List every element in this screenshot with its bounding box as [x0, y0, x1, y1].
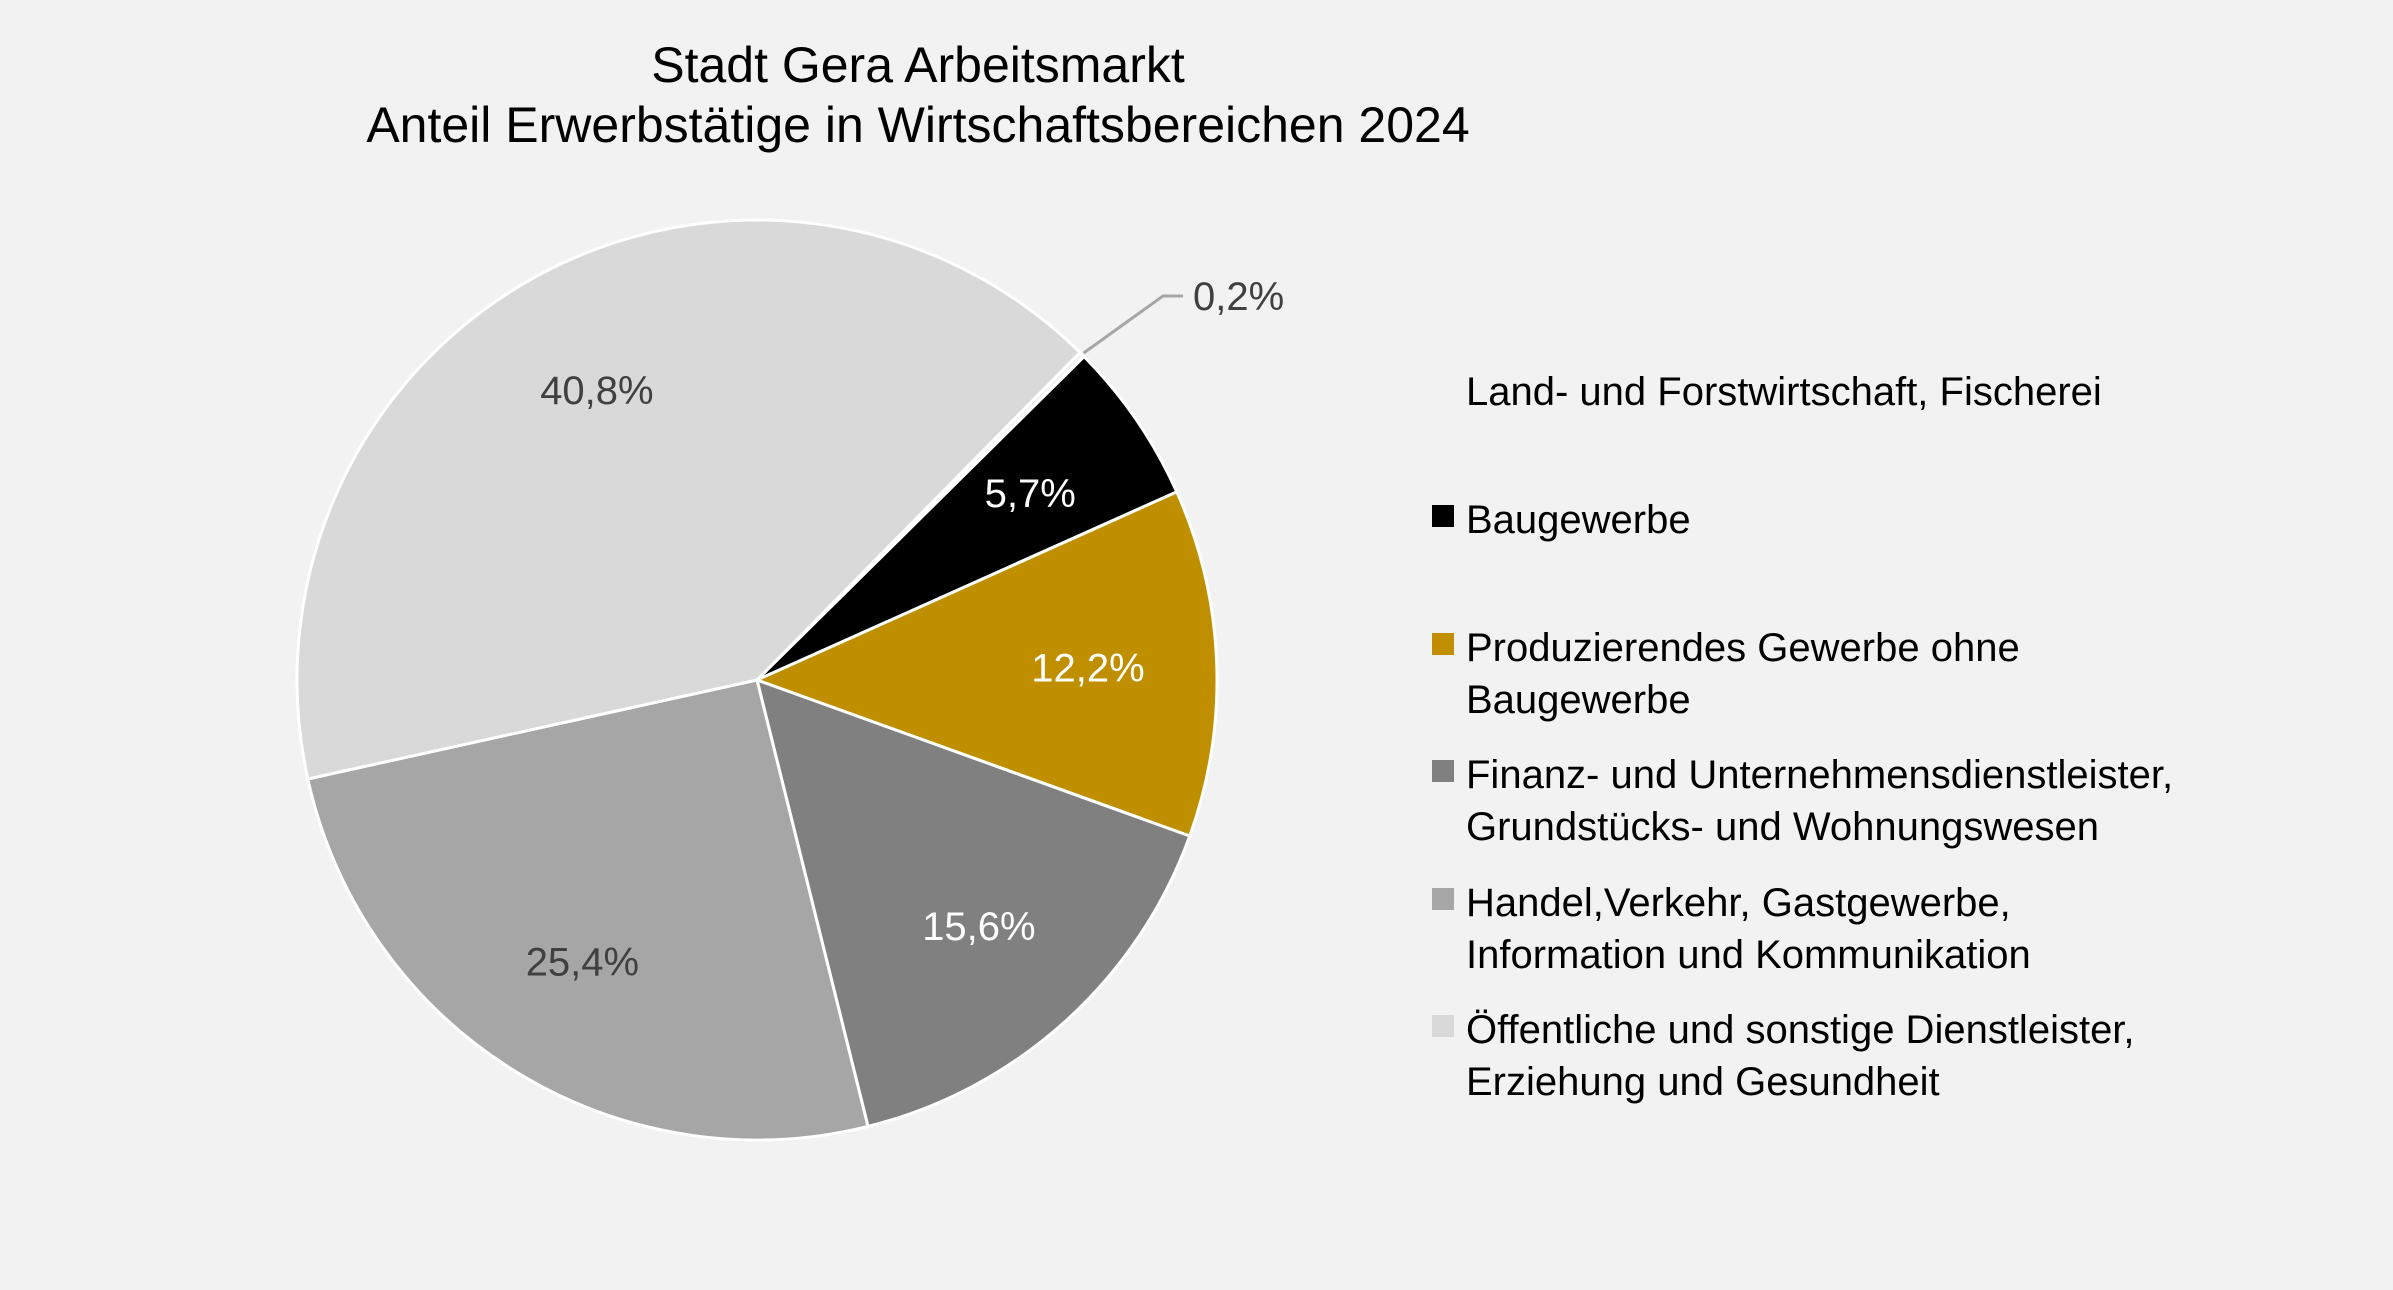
- legend-swatch-finanz-und-unternehmensdienstleister: [1432, 760, 1454, 782]
- pie-slice-finanz-und-unternehmensdienstleister: [754, 677, 1192, 1129]
- legend-swatch-handel-verkehr-gastgewerbe: [1432, 888, 1454, 910]
- pie-slice-baugewerbe: [755, 354, 1179, 682]
- leader-line-land-und-forstwirtschaft-fischerei: [1082, 294, 1183, 355]
- pie-slice-handel-verkehr-gastgewerbe: [305, 678, 870, 1142]
- pie-slice-ffentliche-und-sonstige-dienstleister: [295, 218, 1083, 781]
- data-label-land-und-forstwirtschaft-fischerei: 0,2%: [1193, 275, 1284, 319]
- legend-label-produzierendes-gewerbe-ohne-line2: Baugewerbe: [1466, 678, 1691, 722]
- legend-label-finanz-und-unternehmensdienstleister: Finanz- und Unternehmensdienstleister,: [1466, 753, 2173, 797]
- legend-label-ffentliche-und-sonstige-dienstleister: Öffentliche und sonstige Dienstleister,: [1466, 1008, 2135, 1052]
- pie-slices: [295, 218, 1219, 1142]
- data-label-finanz-und-unternehmensdienstleister: 15,6%: [922, 905, 1035, 949]
- legend-label-land-und-forstwirtschaft-fischerei: Land- und Forstwirtschaft, Fischerei: [1466, 370, 2102, 414]
- legend-swatch-baugewerbe: [1432, 505, 1454, 527]
- data-labels: 0,2% 5,7% 12,2% 15,6% 25,4% 40,8%: [526, 275, 1284, 985]
- legend-swatch-ffentliche-und-sonstige-dienstleister: [1432, 1015, 1454, 1037]
- legend-label-finanz-und-unternehmensdienstleister-line2: Grundstücks- und Wohnungswesen: [1466, 805, 2099, 849]
- pie-slice-produzierendes-gewerbe-ohne: [752, 489, 1219, 838]
- legend-label-ffentliche-und-sonstige-dienstleister-line2: Erziehung und Gesundheit: [1466, 1060, 1940, 1104]
- data-label-handel-verkehr-gastgewerbe: 25,4%: [526, 941, 639, 985]
- legend-label-produzierendes-gewerbe-ohne: Produzierendes Gewerbe ohne: [1466, 626, 2020, 670]
- data-label-baugewerbe: 5,7%: [985, 472, 1076, 516]
- legend-label-handel-verkehr-gastgewerbe: Handel,Verkehr, Gastgewerbe,: [1466, 881, 2011, 925]
- chart-title: Stadt Gera Arbeitsmarkt: [651, 37, 1185, 93]
- leader-lines: [1082, 294, 1183, 355]
- data-label-ffentliche-und-sonstige-dienstleister: 40,8%: [540, 369, 653, 413]
- data-label-produzierendes-gewerbe-ohne: 12,2%: [1031, 647, 1144, 691]
- legend-label-handel-verkehr-gastgewerbe-line2: Information und Kommunikation: [1466, 933, 2031, 977]
- legend-swatch-produzierendes-gewerbe-ohne: [1432, 633, 1454, 655]
- legend: Land- und Forstwirtschaft, Fischerei Baug…: [1432, 370, 2173, 1104]
- legend-label-baugewerbe: Baugewerbe: [1466, 498, 1691, 542]
- legend-swatch-land-und-forstwirtschaft-fischerei: [1432, 377, 1454, 399]
- chart-subtitle: Anteil Erwerbstätige in Wirtschaftsberei…: [366, 97, 1469, 153]
